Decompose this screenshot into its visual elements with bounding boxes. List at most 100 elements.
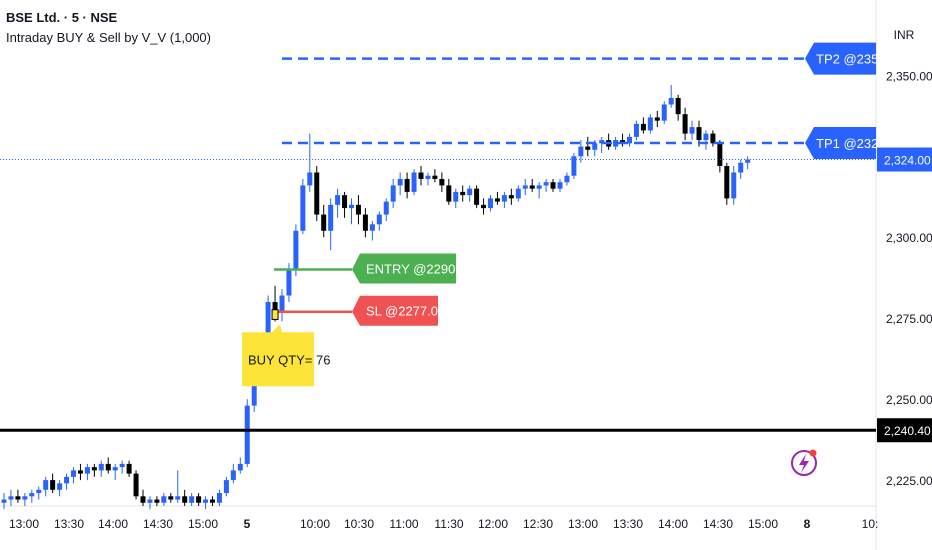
candle-up	[488, 198, 493, 209]
tp1-label-box	[805, 127, 876, 160]
x-tick-label: 10:30	[344, 517, 374, 531]
candle-up	[223, 480, 229, 494]
lightning-icon	[791, 449, 817, 476]
y-tick-label: 2,225.00	[886, 474, 932, 488]
candle-down	[133, 473, 139, 497]
entry-label: ENTRY @2290.05	[352, 253, 473, 284]
buy-qty-label: BUY QTY= 76	[242, 324, 331, 387]
entry-candle-marker	[271, 309, 279, 320]
lightning-icon-dot	[809, 449, 817, 457]
x-tick-label: 15:00	[188, 517, 218, 531]
entry-label-box	[352, 253, 456, 284]
x-tick-label: 13:30	[613, 517, 643, 531]
sl-label: SL @2277.00	[352, 295, 445, 326]
candle-up	[349, 204, 354, 209]
candle-down	[439, 178, 445, 186]
sl-label-text: SL @2277.00	[366, 304, 445, 319]
candle-up	[36, 489, 42, 494]
candle-up	[397, 178, 403, 186]
candle-up	[383, 201, 389, 215]
candle-up	[627, 136, 632, 144]
candle-down	[196, 496, 202, 503]
x-tick-label: 10:00	[300, 517, 330, 531]
x-tick-label: 14:00	[658, 517, 688, 531]
x-tick-label: 13:00	[568, 517, 598, 531]
price-line-tag-text: 2,240.40	[884, 424, 931, 438]
candle-up	[230, 470, 236, 481]
y-tick-label: 2,275.00	[886, 312, 932, 326]
candle-up	[411, 172, 417, 192]
candle-up	[335, 195, 341, 205]
candle-down	[342, 195, 348, 209]
candle-down	[182, 496, 188, 503]
candle-up	[453, 191, 459, 202]
candle-down	[508, 195, 514, 199]
price-line-tag	[877, 418, 932, 443]
candle-up	[98, 463, 104, 471]
currency-label[interactable]: INR	[893, 28, 915, 42]
candle-down	[620, 140, 626, 144]
candle-up	[515, 188, 521, 199]
y-tick-label: 2,350.00	[886, 69, 932, 83]
candle-down	[50, 480, 56, 490]
candle-up	[543, 182, 549, 186]
x-tick-label: 10:	[862, 517, 879, 531]
candle-up	[425, 175, 431, 179]
candle-up	[731, 172, 737, 199]
candle-up	[112, 467, 118, 471]
candle-up	[661, 104, 667, 121]
x-tick-label: 11:30	[434, 517, 463, 531]
candle-down	[154, 499, 160, 503]
candle-down	[91, 467, 97, 471]
lightning-icon-bolt	[799, 454, 809, 473]
candle-up	[237, 463, 243, 471]
candle-down	[272, 302, 278, 312]
candle-up	[738, 162, 744, 173]
x-tick-label: 14:30	[143, 517, 173, 531]
candle-down	[724, 166, 730, 199]
tp1-label: TP1 @2329.10	[805, 127, 904, 160]
indicator-title[interactable]: Intraday BUY & Sell by V_V (1,000)	[6, 30, 211, 45]
candle-up	[1, 499, 7, 503]
candle-down	[168, 496, 174, 500]
candle-up	[84, 467, 90, 474]
candle-down	[717, 143, 723, 166]
candle-down	[432, 175, 438, 179]
candle-up	[279, 295, 285, 312]
entry-label-text: ENTRY @2290.05	[366, 261, 473, 276]
candle-up	[599, 140, 605, 144]
candle-up	[745, 159, 751, 163]
candle-up	[293, 230, 299, 270]
candle-up	[57, 483, 63, 490]
candle-down	[446, 185, 452, 202]
y-tick-label: 2,250.00	[886, 393, 932, 407]
candle-up	[647, 117, 653, 131]
x-tick-label: 5	[244, 517, 251, 531]
chart-legend: BSE Ltd. · 5 · NSE Intraday BUY & Sell b…	[6, 8, 211, 48]
candle-up	[578, 146, 584, 157]
sl-label-box	[352, 295, 438, 326]
tp2-label-box	[805, 42, 876, 75]
candle-up	[390, 185, 396, 202]
current-price-tag	[877, 147, 932, 172]
tp2-label-text: TP2 @2355.15	[816, 52, 904, 67]
candle-up	[557, 182, 563, 189]
symbol-title[interactable]: BSE Ltd. · 5 · NSE	[6, 10, 118, 25]
candle-down	[210, 499, 215, 503]
candle-up	[71, 470, 76, 477]
candle-down	[404, 178, 410, 192]
x-tick-label: 12:00	[478, 517, 508, 531]
buy-qty-label-box	[242, 324, 314, 387]
candle-up	[189, 496, 195, 503]
x-tick-label: 11:00	[389, 517, 418, 531]
candle-up	[369, 224, 375, 231]
candle-down	[77, 470, 83, 474]
candle-up	[307, 172, 313, 186]
candle-up	[216, 493, 222, 503]
candle-down	[460, 191, 466, 196]
candle-up	[43, 480, 49, 490]
candle-down	[321, 214, 327, 231]
